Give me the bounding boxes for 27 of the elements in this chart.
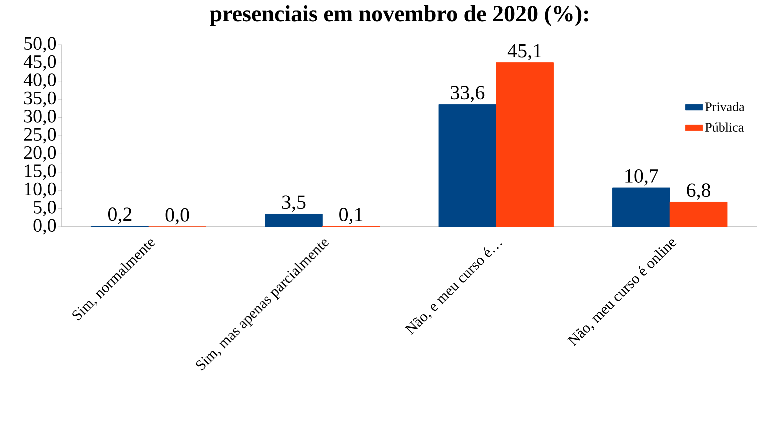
data-label: 45,1: [508, 44, 542, 61]
y-tick-label: 35,0: [24, 92, 56, 108]
y-tick-label: 10,0: [25, 182, 56, 198]
y-tick-label: 20,0: [24, 146, 56, 162]
y-tick-label: 45,0: [24, 55, 56, 71]
chart-title: presenciais em novembro de 2020 (%):: [210, 6, 588, 26]
bar: [612, 188, 670, 228]
data-label: 6,8: [687, 184, 711, 200]
data-label: 0,0: [166, 208, 190, 225]
bar: [670, 202, 728, 228]
y-tick-label: 40,0: [24, 74, 56, 90]
y-tick-label: 30,0: [24, 110, 56, 126]
data-label: 10,7: [626, 169, 658, 186]
y-tick-label: 15,0: [25, 164, 56, 180]
y-tick-label: 5,0: [34, 201, 56, 217]
bar: [265, 214, 323, 228]
data-label: 0,1: [340, 208, 363, 224]
legend-label: Pública: [706, 122, 744, 132]
y-tick-label: 0,0: [34, 219, 56, 235]
data-label: 0,2: [108, 208, 132, 224]
y-tick-label: 25,0: [24, 128, 56, 144]
data-label: 3,5: [282, 196, 306, 212]
data-label: 33,6: [451, 86, 485, 102]
bar: [438, 104, 497, 228]
bar: [496, 62, 554, 228]
y-tick-label: 50,0: [24, 37, 56, 53]
legend-label: Privada: [706, 102, 745, 112]
